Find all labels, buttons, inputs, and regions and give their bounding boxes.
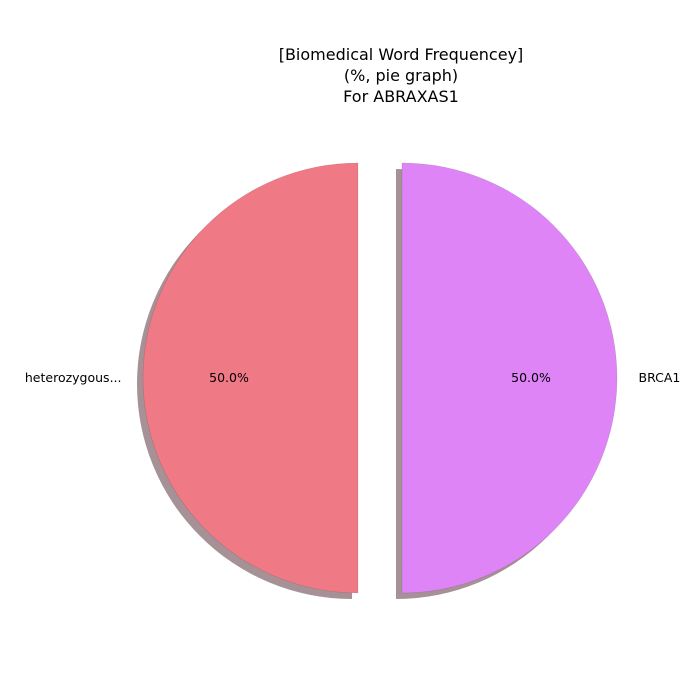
slice-label-1: BRCA1	[639, 370, 681, 385]
slice-pct-label-0: 50.0%	[209, 370, 249, 385]
chart-title-line-3: For ABRAXAS1	[343, 87, 459, 106]
chart-title: [Biomedical Word Frequencey] (%, pie gra…	[279, 45, 524, 106]
slice-pct-label-1: 50.0%	[511, 370, 551, 385]
slice-label-0: heterozygous...	[25, 370, 122, 385]
pie-slice-1	[401, 162, 618, 594]
pie-slice-0	[142, 162, 359, 594]
chart-title-line-1: [Biomedical Word Frequencey]	[279, 45, 524, 64]
pie-slices	[142, 162, 618, 594]
slice-labels: heterozygous... 50.0% BRCA1 50.0%	[25, 370, 681, 385]
chart-title-line-2: (%, pie graph)	[344, 66, 458, 85]
